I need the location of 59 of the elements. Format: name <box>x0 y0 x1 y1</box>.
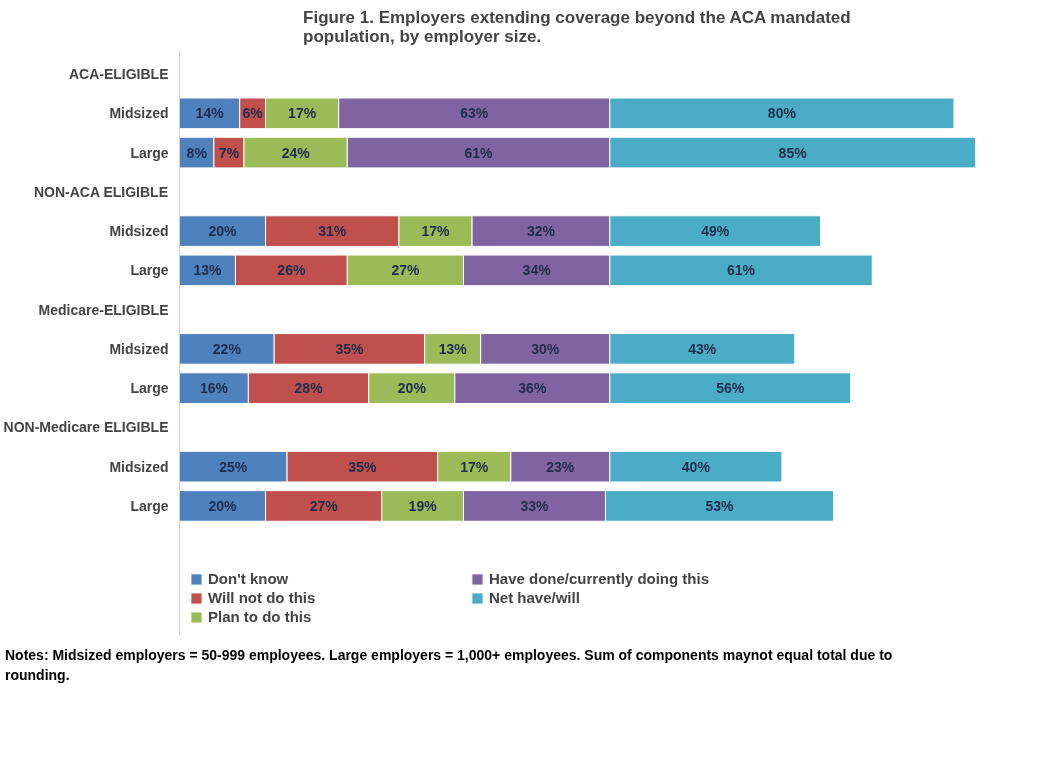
text: Notes: Midsized employers = 50-999 employees. Large employers = 1,000+ employees. Sum of components maynot equal total due to rounding. <box>5 646 894 685</box>
data-label: 27% <box>309 497 339 514</box>
data-label: 20% <box>208 497 238 514</box>
data-label: 56% <box>716 380 745 397</box>
data-label: 49% <box>701 223 730 240</box>
data-label: 61% <box>726 262 756 279</box>
legend-label: Net have/will <box>489 589 581 606</box>
data-label: 22% <box>212 340 242 357</box>
data-label: 80% <box>767 105 797 122</box>
data-label: 25% <box>219 458 248 475</box>
data-label: 53% <box>705 497 735 514</box>
y-tick-label: Large <box>130 144 169 161</box>
chart-title: Figure 1. Employers extending coverage beyond the ACA mandated population, by employer size. <box>303 7 851 46</box>
y-tick-label: Midsized <box>109 458 169 475</box>
data-label: 17% <box>421 223 451 240</box>
data-label: 63% <box>460 105 489 122</box>
data-label: 13% <box>193 262 223 279</box>
data-label: 34% <box>522 262 552 279</box>
data-label: 40% <box>681 458 711 475</box>
data-label: 14% <box>195 105 225 122</box>
y-tick-label: NON-ACA ELIGIBLE <box>33 183 168 200</box>
y-tick-label: Midsized <box>109 105 169 122</box>
legend-label: Have done/currently doing this <box>489 570 711 587</box>
y-tick-label: Medicare-ELIGIBLE <box>38 301 169 318</box>
data-label: 7% <box>218 144 240 161</box>
data-label: 20% <box>208 223 238 240</box>
legend-label: Plan to do this <box>208 608 313 625</box>
y-tick-label: NON-Medicare ELIGIBLE <box>3 419 169 436</box>
legend-label: Will not do this <box>208 589 317 606</box>
data-label: 35% <box>335 340 365 357</box>
data-label: 24% <box>281 144 311 161</box>
data-label: 17% <box>460 458 489 475</box>
y-tick-label: Large <box>130 262 169 279</box>
data-label: 13% <box>438 340 468 357</box>
y-tick-label: Large <box>130 497 169 514</box>
data-label: 16% <box>199 380 229 397</box>
y-tick-label: ACA-ELIGIBLE <box>68 66 169 83</box>
data-label: 6% <box>242 105 264 122</box>
legend-label: Don't know <box>208 570 290 587</box>
data-label: 85% <box>778 144 808 161</box>
data-label: 19% <box>408 497 438 514</box>
data-label: 31% <box>318 223 347 240</box>
data-label: 33% <box>520 497 550 514</box>
data-label: 23% <box>546 458 575 475</box>
data-label: 61% <box>464 144 494 161</box>
data-label: 8% <box>186 144 208 161</box>
data-label: 26% <box>277 262 306 279</box>
data-label: 35% <box>348 458 377 475</box>
data-label: 20% <box>397 380 427 397</box>
data-label: 30% <box>531 340 560 357</box>
data-label: 28% <box>294 380 324 397</box>
data-label: 43% <box>688 340 717 357</box>
data-label: 32% <box>526 223 556 240</box>
y-tick-label: Midsized <box>109 340 169 357</box>
data-label: 17% <box>288 105 317 122</box>
data-label: 27% <box>391 262 420 279</box>
y-tick-label: Large <box>130 380 169 397</box>
y-tick-label: Midsized <box>109 223 169 240</box>
data-label: 36% <box>518 380 547 397</box>
